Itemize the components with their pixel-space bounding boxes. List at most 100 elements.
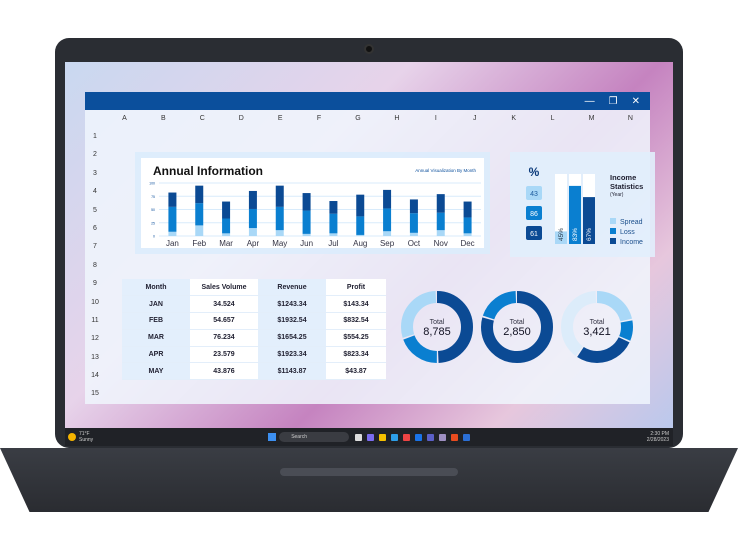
column-header[interactable]: D	[238, 115, 244, 122]
table-cell[interactable]: $1143.87	[258, 362, 326, 381]
x-tick-label: Jan	[166, 239, 179, 248]
restore-icon[interactable]: ❐	[608, 95, 618, 107]
taskbar-app-icon[interactable]	[391, 433, 399, 441]
column-header[interactable]: G	[355, 115, 361, 122]
column-header[interactable]: N	[627, 115, 633, 122]
percent-value: 61	[530, 231, 538, 238]
clock-time: 2:30 PM	[650, 431, 669, 437]
column-header[interactable]: M	[588, 115, 595, 122]
row-header[interactable]: 6	[93, 224, 97, 232]
taskbar-app-icon[interactable]	[355, 433, 363, 441]
start-icon[interactable]	[268, 433, 277, 441]
table-row: APR 23.579 $1923.34 $823.34	[122, 346, 386, 364]
table-cell[interactable]: $1654.25	[258, 329, 326, 347]
donut-value: 2,850	[503, 326, 531, 338]
annual-title: Annual Information	[153, 164, 263, 178]
row-headers: 1 2 3 4 5 6 7 8 9 10 11 12 13 14 15	[85, 128, 105, 404]
row-header[interactable]: 14	[91, 372, 99, 380]
row-header[interactable]: 2	[93, 151, 97, 159]
row-header[interactable]: 10	[91, 298, 99, 306]
legend-label: Income	[620, 239, 643, 246]
table-cell[interactable]: 54.657	[190, 312, 258, 330]
row-header[interactable]: 13	[91, 353, 99, 361]
taskbar-app-icon[interactable]	[367, 433, 375, 441]
row-header[interactable]: 5	[93, 206, 97, 214]
bar-segment	[302, 233, 311, 236]
column-header[interactable]: L	[550, 115, 555, 122]
x-tick-label: Feb	[192, 239, 206, 248]
donut-segment	[401, 291, 473, 363]
table-cell[interactable]: 23.579	[190, 346, 258, 364]
taskbar-app-icon[interactable]	[451, 433, 459, 441]
table-cell[interactable]: $43.87	[326, 362, 386, 381]
row-header[interactable]: 9	[93, 280, 97, 288]
taskbar-app-icon[interactable]	[427, 433, 435, 441]
row-header[interactable]: 7	[93, 243, 97, 251]
column-header[interactable]: E	[277, 115, 283, 122]
row-header[interactable]: 4	[93, 188, 97, 196]
legend-swatch	[610, 228, 616, 234]
taskbar-app-icon[interactable]	[403, 433, 411, 441]
column-header[interactable]: B	[161, 115, 166, 122]
column-header[interactable]: C	[199, 115, 205, 122]
table-cell[interactable]: MAY	[122, 362, 190, 381]
minimize-icon[interactable]: —	[584, 95, 595, 107]
column-header[interactable]: K	[511, 115, 517, 122]
table-cell[interactable]: JAN	[122, 295, 190, 314]
percent-badge	[526, 226, 542, 240]
table-cell[interactable]: 43.876	[190, 362, 258, 381]
table-cell[interactable]: $1923.34	[258, 346, 326, 364]
bar-segment	[302, 193, 311, 211]
column-header[interactable]: A	[122, 115, 127, 122]
bar-segment	[248, 208, 257, 229]
taskbar-app-icon[interactable]	[415, 433, 423, 441]
taskbar-app-icon[interactable]	[463, 433, 471, 441]
income-bar	[583, 197, 595, 244]
legend-swatch	[610, 218, 616, 224]
table-cell[interactable]: $823.34	[326, 346, 386, 364]
column-header[interactable]: F	[316, 115, 322, 122]
income-bar-label: 45%	[558, 228, 565, 241]
table-cell[interactable]: $143.34	[326, 295, 386, 314]
column-header[interactable]: J	[473, 115, 477, 122]
table-cell[interactable]: MAR	[122, 329, 190, 347]
table-cell[interactable]: $1243.34	[258, 295, 326, 314]
bar-segment	[436, 230, 445, 236]
table-cell[interactable]: $554.25	[326, 329, 386, 347]
bar-segment	[168, 192, 177, 207]
bar-segment	[329, 233, 338, 236]
table-cell[interactable]: 76.234	[190, 329, 258, 347]
table-cell[interactable]: APR	[122, 346, 190, 364]
column-heading: Revenue	[258, 279, 326, 297]
annual-bar-chart: 0 25 50 75 100 Jan Feb Mar Apr May Jun Jul Aug Sep Oct…	[149, 182, 481, 248]
table-cell[interactable]: FEB	[122, 312, 190, 330]
row-header[interactable]: 1	[93, 133, 97, 140]
column-headers: A B C D E F G H I J K L M N	[105, 110, 650, 128]
search-input[interactable]: Search	[279, 432, 350, 442]
donut-segment	[561, 291, 633, 363]
bar-segment	[356, 194, 365, 217]
percent-value: 43	[530, 191, 538, 198]
x-tick-label: Dec	[460, 239, 474, 248]
column-header[interactable]: H	[394, 115, 400, 122]
bar-segment	[356, 234, 365, 236]
table-cell[interactable]: $1932.54	[258, 312, 326, 330]
donut-segment	[401, 291, 473, 363]
row-header[interactable]: 15	[91, 390, 99, 398]
bar-segment	[383, 208, 392, 232]
row-header[interactable]: 12	[91, 335, 99, 343]
income-subtitle: (Year)	[610, 192, 624, 198]
table-cell[interactable]: $832.54	[326, 312, 386, 330]
close-icon[interactable]: ✕	[631, 95, 640, 107]
table-cell[interactable]: 34.524	[190, 295, 258, 314]
row-header[interactable]: 3	[93, 169, 97, 177]
taskbar-app-icon[interactable]	[379, 433, 387, 441]
row-header[interactable]: 11	[91, 316, 99, 324]
laptop-base	[0, 448, 738, 512]
taskbar-app-icon[interactable]	[439, 433, 447, 441]
column-header[interactable]: I	[434, 115, 437, 122]
income-title-2: Statistics	[610, 182, 643, 191]
bar-segment	[248, 190, 257, 209]
row-header[interactable]: 8	[93, 261, 97, 269]
weather-icon[interactable]	[68, 433, 76, 441]
